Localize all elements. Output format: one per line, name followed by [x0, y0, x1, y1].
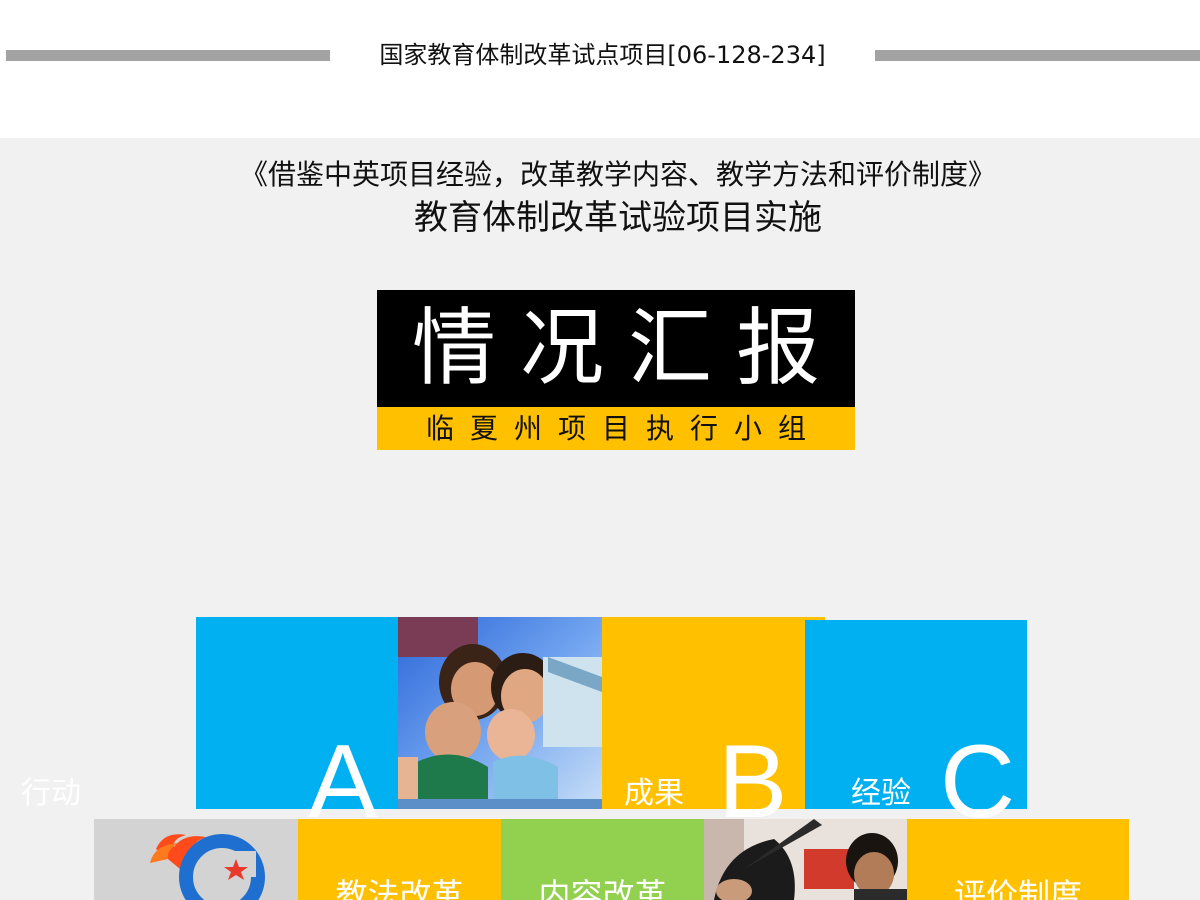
tile-content-reform-label: 内容改革	[538, 876, 667, 900]
photo-fan-dance-image	[704, 819, 907, 900]
tile-results-overlap	[805, 617, 825, 621]
tile-action-letter: A	[308, 724, 378, 840]
tile-teaching-method[interactable]: 教法改革	[298, 819, 501, 900]
flaming-c-logo-icon	[150, 834, 265, 900]
subtitle-line1: 《借鉴中英项目经验，改革教学内容、教学方法和评价制度》	[239, 158, 996, 191]
organization-name: 临夏州项目执行小组	[425, 412, 822, 445]
organization-strip: 临夏州项目执行小组	[377, 407, 855, 450]
tile-experience[interactable]: 经验 C	[805, 620, 1027, 840]
photo-group-kids-image	[398, 617, 602, 809]
tile-action[interactable]: 行动 A	[21, 617, 398, 840]
subtitle-line2: 教育体制改革试验项目实施	[414, 198, 822, 238]
photo-fan-dance	[704, 819, 907, 900]
tile-results-label: 成果	[624, 776, 684, 811]
logo-tile	[94, 819, 298, 900]
project-code: 国家教育体制改革试点项目[06-128-234]	[379, 41, 826, 69]
photo-group-kids	[398, 617, 602, 809]
header-rule-right	[875, 50, 1200, 61]
tile-teaching-method-label: 教法改革	[335, 876, 464, 900]
header-band	[0, 0, 1200, 138]
tile-results[interactable]: 成果 B	[602, 617, 805, 840]
tile-experience-label: 经验	[851, 776, 911, 811]
title-box: 情况汇报	[377, 290, 855, 407]
tile-content-reform[interactable]: 内容改革	[501, 819, 704, 900]
tile-evaluation[interactable]: 评价制度	[907, 819, 1129, 900]
tile-evaluation-label: 评价制度	[953, 876, 1082, 900]
main-title: 情况汇报	[411, 299, 844, 397]
tile-experience-letter: C	[940, 724, 1016, 840]
header-rule-left	[6, 50, 330, 61]
tile-results-letter: B	[718, 724, 788, 840]
